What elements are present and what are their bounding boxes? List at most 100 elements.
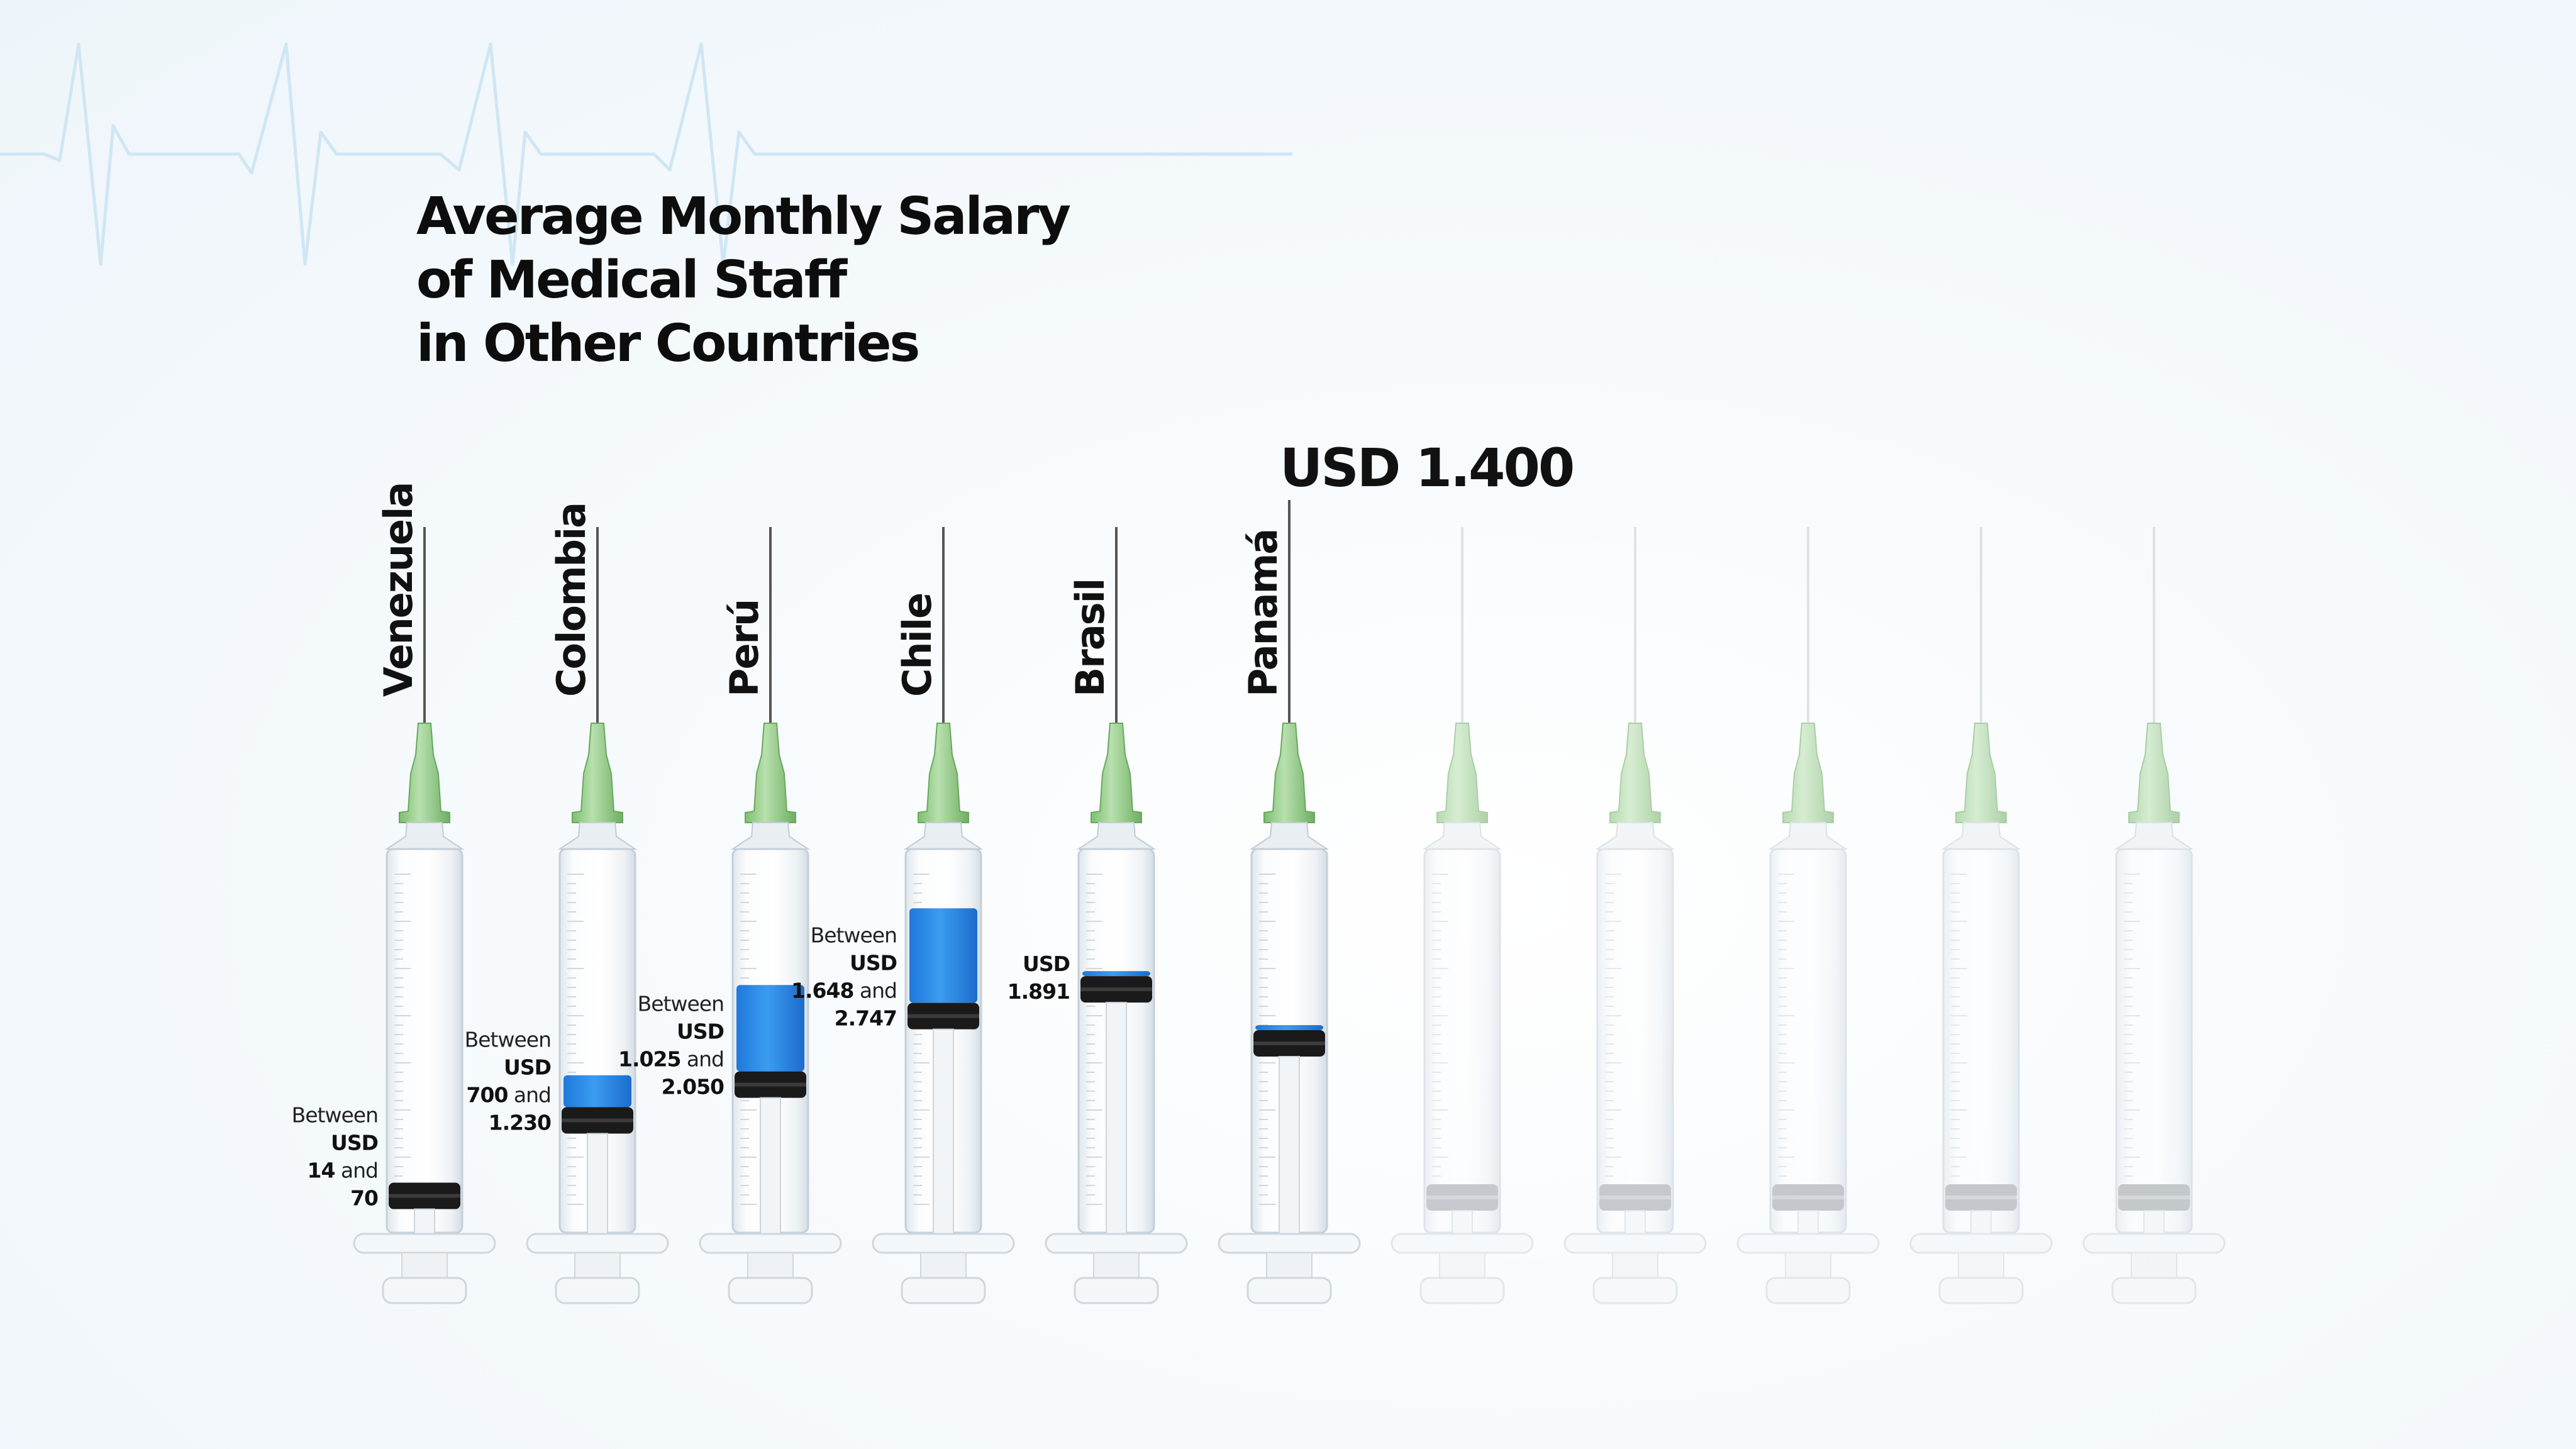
finger-flange bbox=[1218, 1233, 1361, 1254]
barrel-tip bbox=[2114, 822, 2194, 850]
barrel-tip bbox=[1076, 822, 1157, 850]
country-label: Brasil bbox=[1067, 579, 1113, 697]
salary-fill-bar bbox=[909, 908, 977, 1003]
barrel bbox=[1769, 848, 1847, 1234]
piston-ring bbox=[1253, 1041, 1325, 1045]
empty-syringe bbox=[1563, 527, 1707, 1304]
plunger-stem bbox=[1785, 1252, 1831, 1279]
callout-label: USD 1.400 bbox=[1280, 437, 1573, 499]
piston-ring bbox=[2118, 1196, 2190, 1199]
value-label-line: 1.648 and bbox=[791, 979, 897, 1003]
barrel-tip bbox=[1768, 822, 1848, 850]
empty-syringe bbox=[1391, 527, 1534, 1304]
value-label-line: 1.025 and bbox=[618, 1047, 724, 1072]
piston-ring bbox=[1426, 1196, 1498, 1199]
piston-ring bbox=[1080, 987, 1152, 992]
finger-flange bbox=[872, 1233, 1015, 1254]
barrel-tip bbox=[384, 822, 465, 850]
needle-hub bbox=[1436, 723, 1488, 823]
finger-flange bbox=[1045, 1233, 1188, 1254]
heartbeat-line-decoration bbox=[0, 42, 1292, 266]
needle-hub bbox=[1263, 723, 1315, 823]
empty-syringe bbox=[2082, 527, 2226, 1304]
country-label: Colombia bbox=[548, 503, 594, 697]
value-label-line: Between bbox=[465, 1028, 551, 1052]
barrel-tip bbox=[730, 822, 811, 850]
plunger-thumb-pad bbox=[2111, 1277, 2197, 1304]
plunger-thumb-pad bbox=[1419, 1277, 1505, 1304]
syringe-chile bbox=[872, 527, 1015, 1304]
finger-flange bbox=[699, 1233, 842, 1254]
plunger-thumb-pad bbox=[1592, 1277, 1678, 1304]
piston-ring bbox=[1599, 1196, 1671, 1199]
plunger-stem bbox=[1266, 1252, 1313, 1279]
value-label-line: 14 and bbox=[307, 1158, 378, 1183]
barrel-tip bbox=[1941, 822, 2021, 850]
needle-hub bbox=[1955, 723, 2007, 823]
plunger-stem bbox=[1612, 1252, 1658, 1279]
plunger-thumb-pad bbox=[1074, 1277, 1159, 1304]
barrel-tip bbox=[1595, 822, 1675, 850]
value-label-line: 1.891 bbox=[1008, 979, 1070, 1004]
syringe-perú bbox=[699, 527, 842, 1304]
syringe-panamá bbox=[1218, 500, 1361, 1304]
country-label: Perú bbox=[721, 600, 767, 697]
value-label-line: 2.747 bbox=[835, 1006, 897, 1031]
needle-hub bbox=[1609, 723, 1661, 823]
empty-syringe bbox=[1736, 527, 1880, 1304]
title-line-3: in Other Countries bbox=[416, 314, 918, 374]
piston-ring bbox=[1772, 1196, 1844, 1199]
plunger-thumb-pad bbox=[1938, 1277, 2024, 1304]
country-label: Chile bbox=[894, 594, 940, 697]
plunger-thumb-pad bbox=[901, 1277, 986, 1304]
empty-syringe bbox=[1909, 527, 2053, 1304]
value-label-line: USD bbox=[1023, 952, 1070, 976]
plunger-thumb-pad bbox=[1246, 1277, 1332, 1304]
value-label-line: Between bbox=[811, 923, 897, 948]
value-label-line: USD bbox=[331, 1131, 378, 1155]
needle-hub bbox=[2128, 723, 2180, 823]
value-label-line: 1.230 bbox=[489, 1111, 551, 1135]
plunger-rod bbox=[933, 1028, 954, 1255]
barrel-tip bbox=[1249, 822, 1330, 850]
finger-flange bbox=[1563, 1233, 1707, 1254]
finger-flange bbox=[526, 1233, 669, 1254]
barrel bbox=[1596, 848, 1674, 1234]
plunger-stem bbox=[2131, 1252, 2177, 1279]
piston-ring bbox=[735, 1082, 806, 1087]
barrel bbox=[2115, 848, 2193, 1234]
value-label-line: Between bbox=[638, 992, 724, 1016]
needle-hub bbox=[745, 723, 796, 823]
syringe-venezuela bbox=[353, 527, 496, 1304]
piston-ring bbox=[562, 1118, 633, 1123]
barrel bbox=[386, 848, 464, 1234]
plunger-stem bbox=[1439, 1252, 1485, 1279]
syringe-colombia bbox=[526, 527, 669, 1304]
finger-flange bbox=[353, 1233, 496, 1254]
finger-flange bbox=[1909, 1233, 2053, 1254]
syringe-brasil bbox=[1045, 527, 1188, 1304]
plunger-stem bbox=[574, 1252, 621, 1279]
title-line-2: of Medical Staff bbox=[416, 250, 848, 310]
value-label-line: 700 and bbox=[467, 1083, 551, 1108]
salary-fill-bar bbox=[564, 1075, 631, 1108]
needle-hub bbox=[399, 723, 450, 823]
value-label-line: USD bbox=[504, 1055, 551, 1080]
barrel-tip bbox=[903, 822, 984, 850]
barrel-tip bbox=[1422, 822, 1502, 850]
syringes-group: Venezuela Between USD 14 and 70 Colombia Betwe… bbox=[292, 483, 2226, 1304]
piston-ring bbox=[1945, 1196, 2017, 1199]
plunger-thumb-pad bbox=[382, 1277, 467, 1304]
plunger-stem bbox=[920, 1252, 967, 1279]
value-label-line: 2.050 bbox=[662, 1075, 724, 1099]
needle-hub bbox=[1782, 723, 1834, 823]
plunger-thumb-pad bbox=[728, 1277, 813, 1304]
value-label-line: USD bbox=[850, 951, 897, 975]
plunger-stem bbox=[747, 1252, 794, 1279]
value-label-line: Between bbox=[292, 1103, 378, 1128]
chart-title: Average Monthly Salary of Medical Staff … bbox=[416, 187, 1072, 374]
barrel-tip bbox=[557, 822, 638, 850]
plunger-thumb-pad bbox=[1765, 1277, 1851, 1304]
needle-hub bbox=[918, 723, 969, 823]
